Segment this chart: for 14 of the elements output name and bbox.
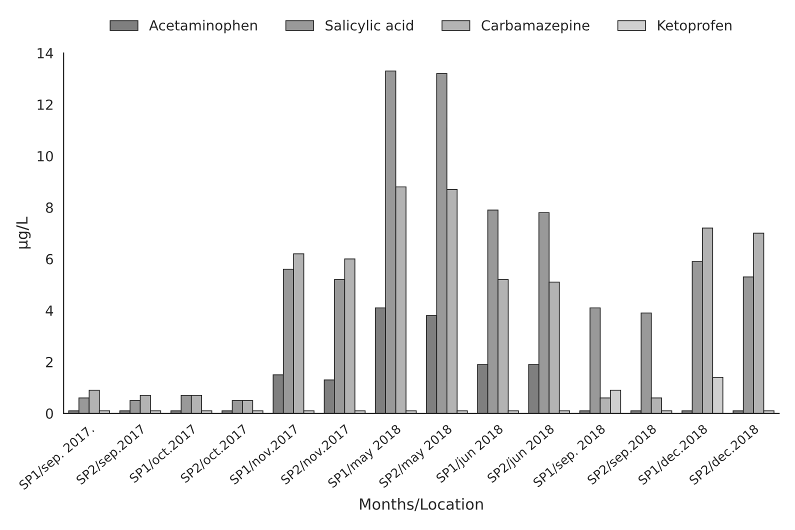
y-tick-label: 14 [38,48,54,58]
y-axis-title: µg/L [16,216,31,248]
y-tick-label: 2 [46,356,52,368]
y-tick-label: 0 [46,408,53,419]
x-axis-title: Months/Location [360,498,483,512]
legend-label: Acetaminophen [149,20,257,34]
y-tick-label: 4 [46,306,54,316]
y-tick-label: 6 [46,254,54,264]
legend-label: Salicylic acid [326,20,413,34]
y-tick-label: 10 [38,150,53,162]
y-tick-label: 12 [38,99,52,110]
y-tick-label: 8 [46,202,53,213]
legend-label: Carbamazepine [482,20,590,34]
legend-label: Ketoprofen [658,20,732,34]
